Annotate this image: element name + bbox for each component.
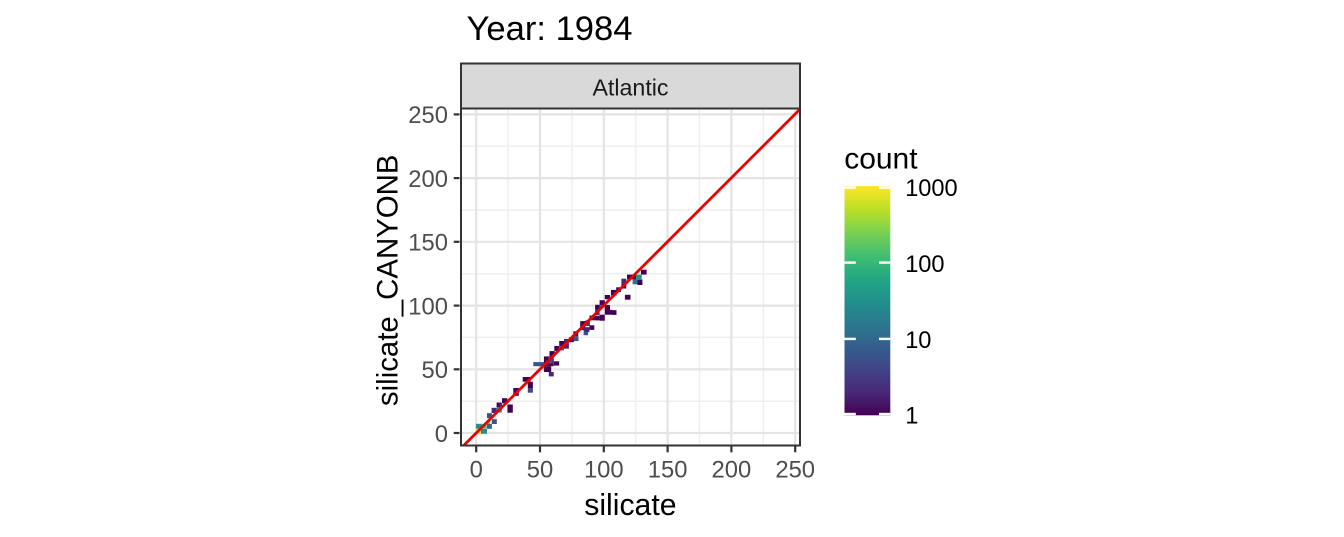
svg-text:0: 0 xyxy=(470,457,483,484)
svg-text:0: 0 xyxy=(435,421,448,448)
svg-text:1000: 1000 xyxy=(905,176,958,202)
svg-text:Year: 1984: Year: 1984 xyxy=(467,10,633,48)
svg-text:50: 50 xyxy=(527,457,553,484)
svg-text:200: 200 xyxy=(712,457,752,484)
svg-text:50: 50 xyxy=(422,357,448,384)
svg-text:silicate: silicate xyxy=(584,489,676,522)
svg-text:10: 10 xyxy=(905,328,931,354)
svg-text:count: count xyxy=(844,143,918,176)
svg-text:100: 100 xyxy=(408,293,448,320)
svg-text:250: 250 xyxy=(408,102,448,129)
svg-text:150: 150 xyxy=(408,230,448,257)
svg-text:200: 200 xyxy=(408,166,448,193)
svg-text:silicate_CANYONB: silicate_CANYONB xyxy=(372,155,405,407)
svg-text:250: 250 xyxy=(775,457,815,484)
svg-text:100: 100 xyxy=(584,457,624,484)
svg-text:150: 150 xyxy=(648,457,688,484)
svg-text:Atlantic: Atlantic xyxy=(592,74,668,100)
svg-text:1: 1 xyxy=(905,403,918,429)
svg-text:100: 100 xyxy=(905,252,944,278)
